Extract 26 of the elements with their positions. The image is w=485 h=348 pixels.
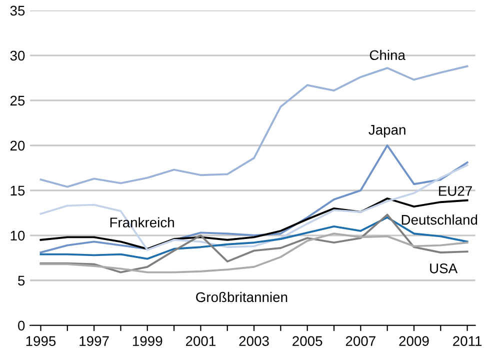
- y-tick-label: 30: [10, 50, 25, 61]
- x-tick-label: 2005: [292, 336, 322, 346]
- x-tick-label: 2011: [453, 336, 482, 346]
- series-label: Japan: [368, 125, 406, 138]
- line-series: [40, 65, 468, 188]
- x-tick-label: 1997: [80, 336, 109, 346]
- y-tick-label: 0: [18, 320, 25, 331]
- x-tick-label: 2007: [346, 336, 376, 346]
- x-tick-label: 1995: [26, 336, 56, 346]
- x-tick-label: 2009: [399, 336, 429, 346]
- series-label: Deutschland: [402, 214, 478, 225]
- series-label: Großbritannien: [196, 292, 288, 302]
- series-label: Frankreich: [110, 217, 174, 228]
- x-tick-label: 1999: [132, 336, 162, 346]
- series-label: China: [370, 50, 406, 60]
- series-label: USA: [430, 263, 458, 274]
- y-tick-label: 5: [18, 276, 25, 286]
- y-tick-label: 10: [10, 230, 25, 241]
- y-tick-label: 25: [10, 96, 25, 106]
- series-label: EU27: [439, 186, 472, 196]
- y-tick-label: 35: [10, 6, 25, 16]
- x-tick-label: 2001: [186, 336, 216, 346]
- line-series: [40, 232, 468, 274]
- x-tick-label: 2003: [239, 336, 269, 346]
- y-tick-label: 20: [10, 140, 25, 151]
- y-tick-label: 15: [10, 186, 25, 196]
